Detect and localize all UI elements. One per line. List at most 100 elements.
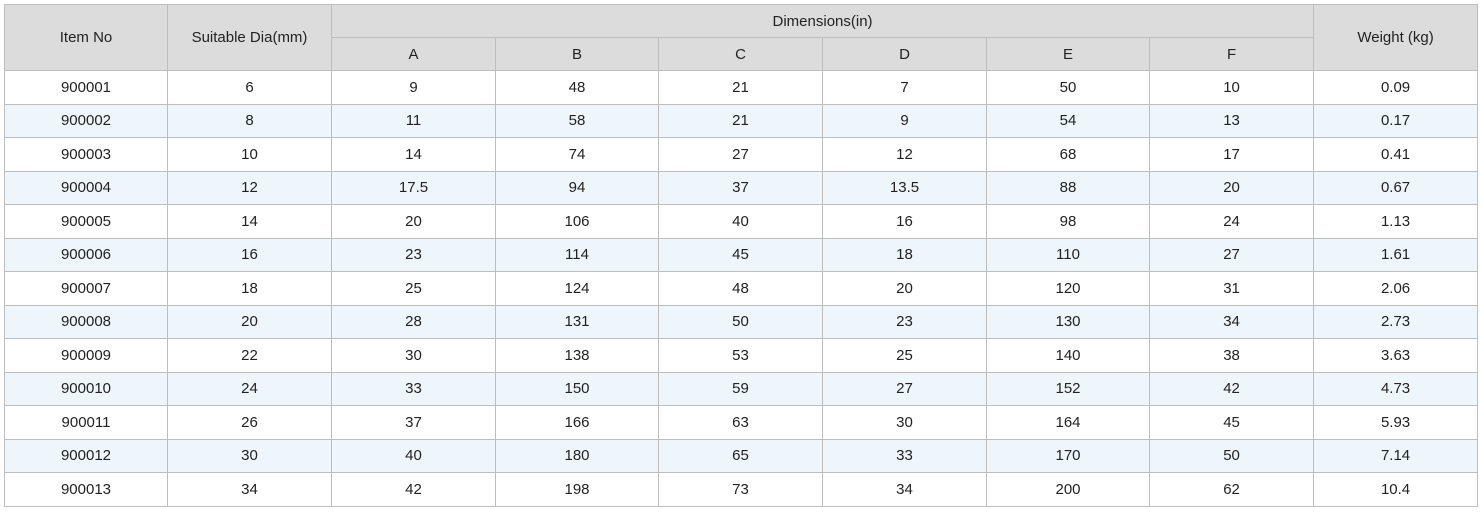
data-row: 900010 24 33 150 59 27 152 42 4.73 bbox=[4, 371, 1479, 406]
data-cell: 7 bbox=[822, 70, 987, 105]
data-cell: 3.63 bbox=[1313, 338, 1479, 373]
data-cell: 30 bbox=[331, 338, 496, 373]
data-cell: 900003 bbox=[4, 137, 168, 172]
data-row: 900001 6 9 48 21 7 50 10 0.09 bbox=[4, 70, 1479, 105]
data-cell: 138 bbox=[495, 338, 659, 373]
data-cell: 58 bbox=[495, 103, 659, 138]
data-cell: 21 bbox=[658, 103, 823, 138]
data-cell: 17.5 bbox=[331, 170, 496, 205]
subheader-cell: A bbox=[331, 37, 496, 71]
data-cell: 50 bbox=[658, 304, 823, 339]
data-cell: 20 bbox=[167, 304, 332, 339]
data-cell: 0.09 bbox=[1313, 70, 1479, 105]
data-cell: 42 bbox=[1148, 371, 1315, 406]
data-cell: 114 bbox=[495, 237, 659, 272]
subheader-cell: E bbox=[986, 37, 1150, 71]
data-cell: 900012 bbox=[4, 438, 168, 473]
data-cell: 45 bbox=[1148, 405, 1315, 440]
subheader-cell: B bbox=[495, 37, 659, 71]
data-cell: 37 bbox=[658, 170, 823, 205]
data-cell: 166 bbox=[495, 405, 659, 440]
data-row: 900002 8 11 58 21 9 54 13 0.17 bbox=[4, 103, 1479, 138]
data-cell: 11 bbox=[331, 103, 496, 138]
data-cell: 120 bbox=[986, 271, 1150, 306]
data-cell: 140 bbox=[986, 338, 1150, 373]
data-cell: 152 bbox=[986, 371, 1150, 406]
data-cell: 22 bbox=[167, 338, 332, 373]
data-cell: 17 bbox=[1148, 137, 1315, 172]
data-cell: 16 bbox=[167, 237, 332, 272]
data-cell: 88 bbox=[986, 170, 1150, 205]
data-row: 900011 26 37 166 63 30 164 45 5.93 bbox=[4, 405, 1479, 440]
data-cell: 900007 bbox=[4, 271, 168, 306]
data-cell: 28 bbox=[331, 304, 496, 339]
data-cell: 38 bbox=[1148, 338, 1315, 373]
data-cell: 130 bbox=[986, 304, 1150, 339]
data-cell: 48 bbox=[658, 271, 823, 306]
data-row: 900013 34 42 198 73 34 200 62 10.4 bbox=[4, 472, 1479, 507]
data-cell: 23 bbox=[331, 237, 496, 272]
data-cell: 98 bbox=[986, 204, 1150, 239]
data-row: 900005 14 20 106 40 16 98 24 1.13 bbox=[4, 204, 1479, 239]
data-cell: 25 bbox=[331, 271, 496, 306]
data-cell: 10 bbox=[1148, 70, 1315, 105]
data-cell: 10.4 bbox=[1313, 472, 1479, 507]
data-cell: 54 bbox=[986, 103, 1150, 138]
data-cell: 18 bbox=[167, 271, 332, 306]
data-cell: 1.13 bbox=[1313, 204, 1479, 239]
data-cell: 50 bbox=[1148, 438, 1315, 473]
data-cell: 59 bbox=[658, 371, 823, 406]
data-cell: 0.41 bbox=[1313, 137, 1479, 172]
data-cell: 34 bbox=[167, 472, 332, 507]
data-row: 900007 18 25 124 48 20 120 31 2.06 bbox=[4, 271, 1479, 306]
data-cell: 164 bbox=[986, 405, 1150, 440]
data-cell: 27 bbox=[658, 137, 823, 172]
data-cell: 16 bbox=[822, 204, 987, 239]
data-cell: 180 bbox=[495, 438, 659, 473]
data-row: 900008 20 28 131 50 23 130 34 2.73 bbox=[4, 304, 1479, 339]
data-cell: 27 bbox=[822, 371, 987, 406]
data-cell: 900011 bbox=[4, 405, 168, 440]
data-cell: 900008 bbox=[4, 304, 168, 339]
data-cell: 8 bbox=[167, 103, 332, 138]
data-cell: 18 bbox=[822, 237, 987, 272]
data-cell: 65 bbox=[658, 438, 823, 473]
subheader-cell: F bbox=[1148, 37, 1315, 71]
data-cell: 2.73 bbox=[1313, 304, 1479, 339]
data-cell: 1.61 bbox=[1313, 237, 1479, 272]
data-cell: 10 bbox=[167, 137, 332, 172]
data-row: 900009 22 30 138 53 25 140 38 3.63 bbox=[4, 338, 1479, 373]
subheader-cell: D bbox=[822, 37, 987, 71]
header-cell: Item No bbox=[4, 4, 168, 71]
data-cell: 50 bbox=[986, 70, 1150, 105]
data-cell: 20 bbox=[331, 204, 496, 239]
data-cell: 26 bbox=[167, 405, 332, 440]
data-cell: 5.93 bbox=[1313, 405, 1479, 440]
data-cell: 73 bbox=[658, 472, 823, 507]
data-cell: 150 bbox=[495, 371, 659, 406]
data-cell: 110 bbox=[986, 237, 1150, 272]
data-row: 900003 10 14 74 27 12 68 17 0.41 bbox=[4, 137, 1479, 172]
data-cell: 48 bbox=[495, 70, 659, 105]
data-cell: 40 bbox=[658, 204, 823, 239]
spec-table: Item No Suitable Dia(mm) Dimensions(in) Wei… bbox=[4, 4, 1479, 507]
data-cell: 21 bbox=[658, 70, 823, 105]
data-cell: 94 bbox=[495, 170, 659, 205]
data-cell: 900013 bbox=[4, 472, 168, 507]
data-cell: 900001 bbox=[4, 70, 168, 105]
data-cell: 900006 bbox=[4, 237, 168, 272]
data-cell: 13 bbox=[1148, 103, 1315, 138]
data-cell: 23 bbox=[822, 304, 987, 339]
data-cell: 20 bbox=[1148, 170, 1315, 205]
data-cell: 31 bbox=[1148, 271, 1315, 306]
subheader-cell: C bbox=[658, 37, 823, 71]
header-cell: Dimensions(in) bbox=[330, 4, 1315, 38]
data-row: 900012 30 40 180 65 33 170 50 7.14 bbox=[4, 438, 1479, 473]
data-cell: 0.67 bbox=[1313, 170, 1479, 205]
data-cell: 24 bbox=[1148, 204, 1315, 239]
data-cell: 124 bbox=[495, 271, 659, 306]
data-cell: 9 bbox=[331, 70, 496, 105]
data-cell: 4.73 bbox=[1313, 371, 1479, 406]
